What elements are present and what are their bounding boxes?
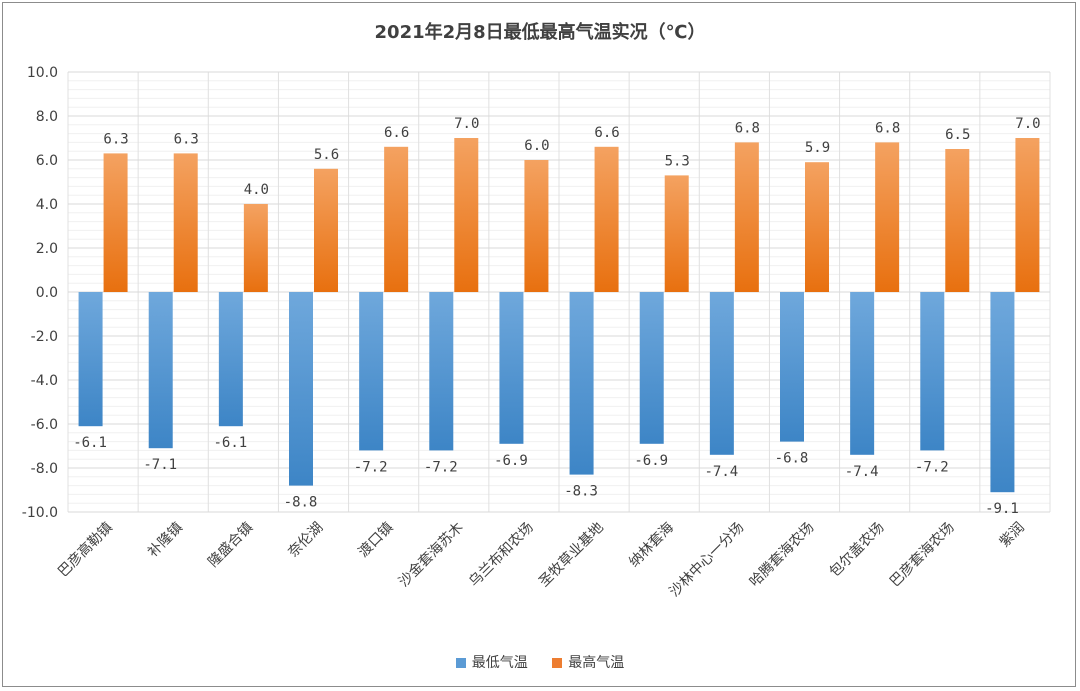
legend-label-min: 最低气温 [471,655,528,671]
category-label: 乌兰布和农场 [466,520,537,591]
data-label-min: -7.2 [915,459,949,475]
category-label: 隆盛合镇 [205,520,256,571]
y-tick-label: -2.0 [31,329,58,345]
data-label-min: -6.8 [775,451,809,467]
y-tick-label: 4.0 [36,197,58,213]
bar-max [1015,138,1040,292]
legend-item-min: 最低气温 [455,652,528,672]
category-label: 渡口镇 [355,520,396,561]
data-label-max: 4.0 [244,182,269,198]
y-tick-label: 8.0 [36,109,58,125]
bar-min [429,292,454,451]
legend-label-max: 最高气温 [568,655,625,671]
data-label-min: -8.3 [564,484,598,500]
category-label: 圣牧草业基地 [535,519,606,590]
category-label: 沙林中心一分场 [667,520,748,601]
data-label-min: -7.2 [354,459,388,475]
bar-min [780,292,804,442]
bar-min [920,292,945,451]
data-label-max: 5.9 [805,140,830,156]
bar-max [805,162,829,292]
category-label: 沙金套海苏木 [396,520,467,591]
y-tick-label: -10.0 [22,505,58,521]
bar-min [359,292,384,451]
data-label-max: 6.6 [384,125,409,141]
data-label-max: 6.3 [103,131,128,147]
data-label-min: -9.1 [985,501,1019,517]
category-label: 补隆镇 [145,520,186,561]
y-tick-label: -8.0 [31,461,58,477]
bar-min [709,292,734,455]
bar-min [639,292,664,444]
data-label-max: 6.0 [524,138,549,154]
bar-max [173,153,198,292]
data-label-min: -8.8 [284,495,318,511]
data-label-max: 5.6 [314,147,339,163]
data-label-max: 7.0 [454,116,479,132]
legend-item-max: 最高气温 [552,652,624,672]
data-label-max: 5.3 [665,153,690,169]
bar-max [524,160,549,292]
category-label: 紫润 [997,520,1028,551]
legend-swatch-max [552,658,563,668]
bar-min [499,292,524,444]
bar-min [78,292,103,427]
y-tick-label: -6.0 [31,417,58,433]
bar-max [454,138,479,292]
data-label-max: 6.6 [594,125,619,141]
data-label-max: 6.8 [735,120,760,136]
category-label: 奈伦湖 [285,520,326,561]
data-label-max: 6.3 [174,131,199,147]
data-label-min: -6.9 [634,453,668,469]
bar-min [569,292,594,475]
bar-max [875,142,900,292]
data-label-min: -7.1 [143,457,177,473]
bar-min [289,292,313,486]
y-tick-label: 6.0 [36,153,58,169]
bar-max [243,204,268,292]
legend-swatch-min [455,658,466,668]
bar-max [594,146,619,292]
y-tick-label: 0.0 [36,285,58,301]
y-tick-label: -4.0 [31,373,58,389]
data-label-min: -7.4 [704,464,738,480]
bar-max [734,142,759,292]
y-tick-label: 10.0 [27,65,58,81]
category-label: 巴彦高勒镇 [54,519,116,581]
data-label-min: -7.2 [424,459,458,475]
bar-max [384,146,409,292]
bar-min [218,292,243,427]
legend: 最低气温 最高气温 [0,652,1080,672]
data-label-min: -6.1 [73,435,107,451]
bar-max [314,168,338,292]
category-label: 纳林套海 [626,520,677,571]
bar-min [148,292,173,449]
bar-max [945,149,970,292]
data-label-max: 6.5 [945,127,970,143]
bar-min [990,292,1015,493]
category-label: 包尔盖农场 [827,520,888,581]
data-label-max: 6.8 [875,120,900,136]
bar-max [103,153,128,292]
bar-min [850,292,875,455]
y-tick-label: 2.0 [36,241,58,257]
data-label-max: 7.0 [1015,116,1040,132]
data-label-min: -6.9 [494,453,528,469]
bar-max [664,175,689,292]
category-label: 哈腾套海农场 [746,519,817,590]
chart-title: 2021年2月8日最低最高气温实况（℃） [374,22,706,43]
category-label: 巴彦套海农场 [887,520,958,591]
data-label-min: -6.1 [213,435,247,451]
data-label-min: -7.4 [845,464,879,480]
